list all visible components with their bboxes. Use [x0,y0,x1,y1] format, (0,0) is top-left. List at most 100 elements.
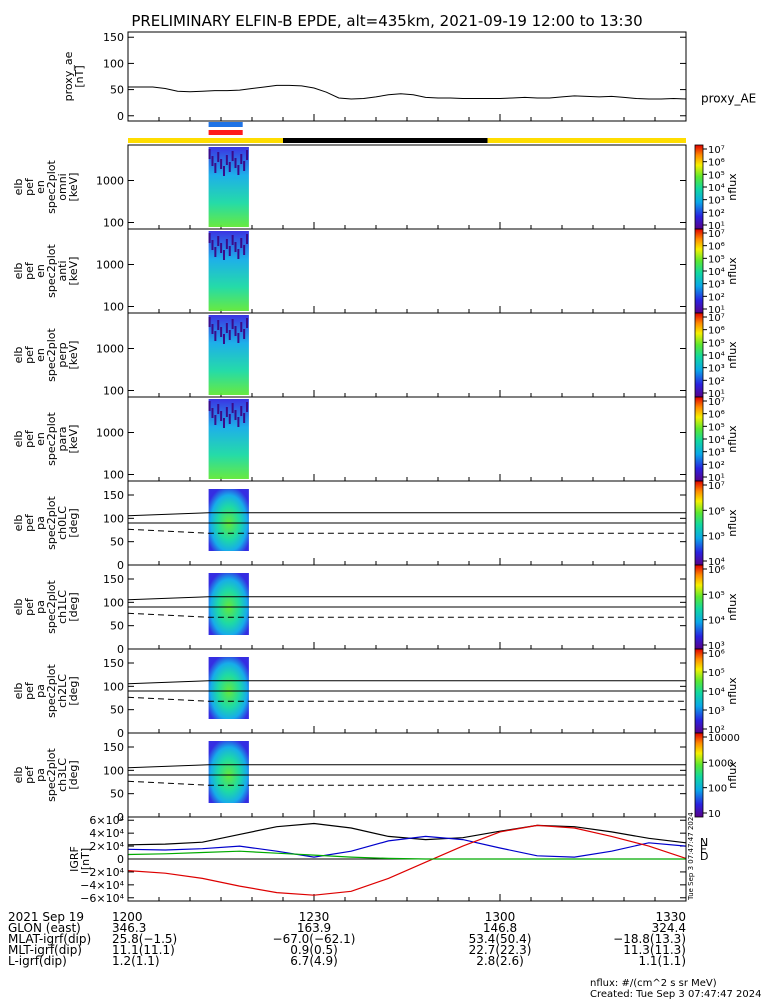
spectrogram-speckle [237,249,240,259]
y-label: [deg] [67,592,80,621]
y-label: ch0LC [56,506,69,540]
spectrogram-speckle [211,156,214,166]
y-label: pef [23,597,36,616]
axis-row-value: 146.8 [483,921,517,935]
y-label: para [56,427,69,452]
y-label: [keV] [67,173,80,202]
spectrogram-speckle [222,250,225,260]
axis-row-value: 1200 [112,910,143,924]
y-label: ch3LC [56,758,69,792]
y-label: pa [34,516,47,530]
spectrogram-speckle [214,163,217,173]
created-note: Created: Tue Sep 3 07:47:47 2024 [590,989,762,1000]
colorbar-tick-label: 10000 [708,733,740,744]
spectrogram-speckle [231,151,234,161]
sunlight-bar [487,138,686,143]
spectrogram-speckle [246,150,249,160]
y-tick-label: 150 [103,573,124,586]
colorbar-tick-label: 10⁵ [708,170,725,181]
spectrogram-speckle [217,320,220,330]
spectrogram-speckle [228,330,231,340]
spectrogram-speckle [225,239,228,249]
axis-row-label: MLT-igrf(dip) [8,943,82,957]
anti-loss-cone-line [127,696,686,702]
spectrogram-speckle [246,318,249,328]
y-tick-label: −6×10⁴ [80,892,124,905]
spectrogram-speckle [237,417,240,427]
y-tick-label: 100 [103,680,124,693]
colorbar-label: nflux [726,761,739,789]
colorbar-tick-label: 10³ [708,280,725,291]
spectrogram-speckle [220,327,223,337]
spectrogram-speckle [234,242,237,252]
spectrogram-image [208,231,249,311]
colorbar-tick-label: 10⁴ [708,687,725,698]
spectrogram-speckle [211,408,214,418]
axis-row-value: 346.3 [112,921,146,935]
y-tick-label: 150 [103,489,124,502]
y-label: elb [12,599,25,616]
axis-row-value: 2.8(2.6) [476,954,524,968]
colorbar-tick-label: 10⁷ [708,397,725,408]
spectrogram-speckle [228,162,231,172]
spectrogram-speckle [217,152,220,162]
colorbar-tick-label: 10⁵ [708,668,725,679]
axis-row-value: 324.4 [652,921,686,935]
colorbar-tick-label: 10⁵ [708,254,725,265]
spectrogram-speckle [231,235,234,245]
y-label: pef [23,345,36,364]
axis-row-value: 25.8(−1.5) [112,932,177,946]
spectrogram-image [208,741,249,803]
axis-row-label: 2021 Sep 19 [8,910,84,924]
spectrogram-speckle [214,331,217,341]
y-tick-label: 50 [110,536,124,549]
y-tick-label: 100 [103,468,124,481]
y-tick-label: 150 [103,31,124,44]
colorbar-tick-label: 10¹ [708,389,725,400]
colorbar-tick-label: 10¹ [708,221,725,232]
colorbar-tick-label: 10⁴ [708,435,725,446]
y-tick-label: 6×10⁴ [89,814,124,827]
spectrogram-speckle [220,159,223,169]
y-label: ch1LC [56,590,69,624]
y-tick-label: 100 [103,764,124,777]
y-label: elb [12,347,25,364]
igrf-series-N [127,822,687,846]
spectrogram-image [208,315,249,395]
spectrogram-speckle [243,329,246,339]
spectrogram-speckle [208,317,211,327]
y-tick-label: 1000 [96,426,124,439]
spectrogram-speckle [234,158,237,168]
side-stamp: Tue Sep 3 07:47:47 2024 [687,812,695,901]
y-label: elb [12,179,25,196]
spectrogram-speckle [237,333,240,343]
colorbar-tick-label: 10² [708,292,725,303]
colorbar-tick-label: 10³ [708,641,725,652]
spectrogram-speckle [246,234,249,244]
y-tick-label: 0 [117,110,124,123]
colorbar-tick-label: 10⁴ [708,267,725,278]
colorbar-tick-label: 10⁵ [708,422,725,433]
axis-row-value: 1230 [299,910,330,924]
spectrogram-speckle [243,413,246,423]
y-tick-label: 4×10⁴ [89,827,124,840]
colorbar-tick-label: 10⁴ [708,557,725,568]
colorbar-tick-label: 10⁵ [708,590,725,601]
colorbar-tick-label: 10¹ [708,305,725,316]
spectrogram-speckle [240,154,243,164]
spectrogram-image [208,147,249,227]
colorbar-tick-label: 10⁷ [708,145,725,156]
y-label: [deg] [67,676,80,705]
spectrogram-speckle [240,238,243,248]
colorbar-tick-label: 10⁵ [708,532,725,543]
colorbar-tick-label: 10⁷ [708,229,725,240]
spectrogram-speckle [220,243,223,253]
y-tick-label: 1000 [96,174,124,187]
y-label: en [34,264,47,278]
y-tick-label: −4×10⁴ [80,879,124,892]
colorbar-label: nflux [726,593,739,621]
loss-cone-line [127,512,686,517]
